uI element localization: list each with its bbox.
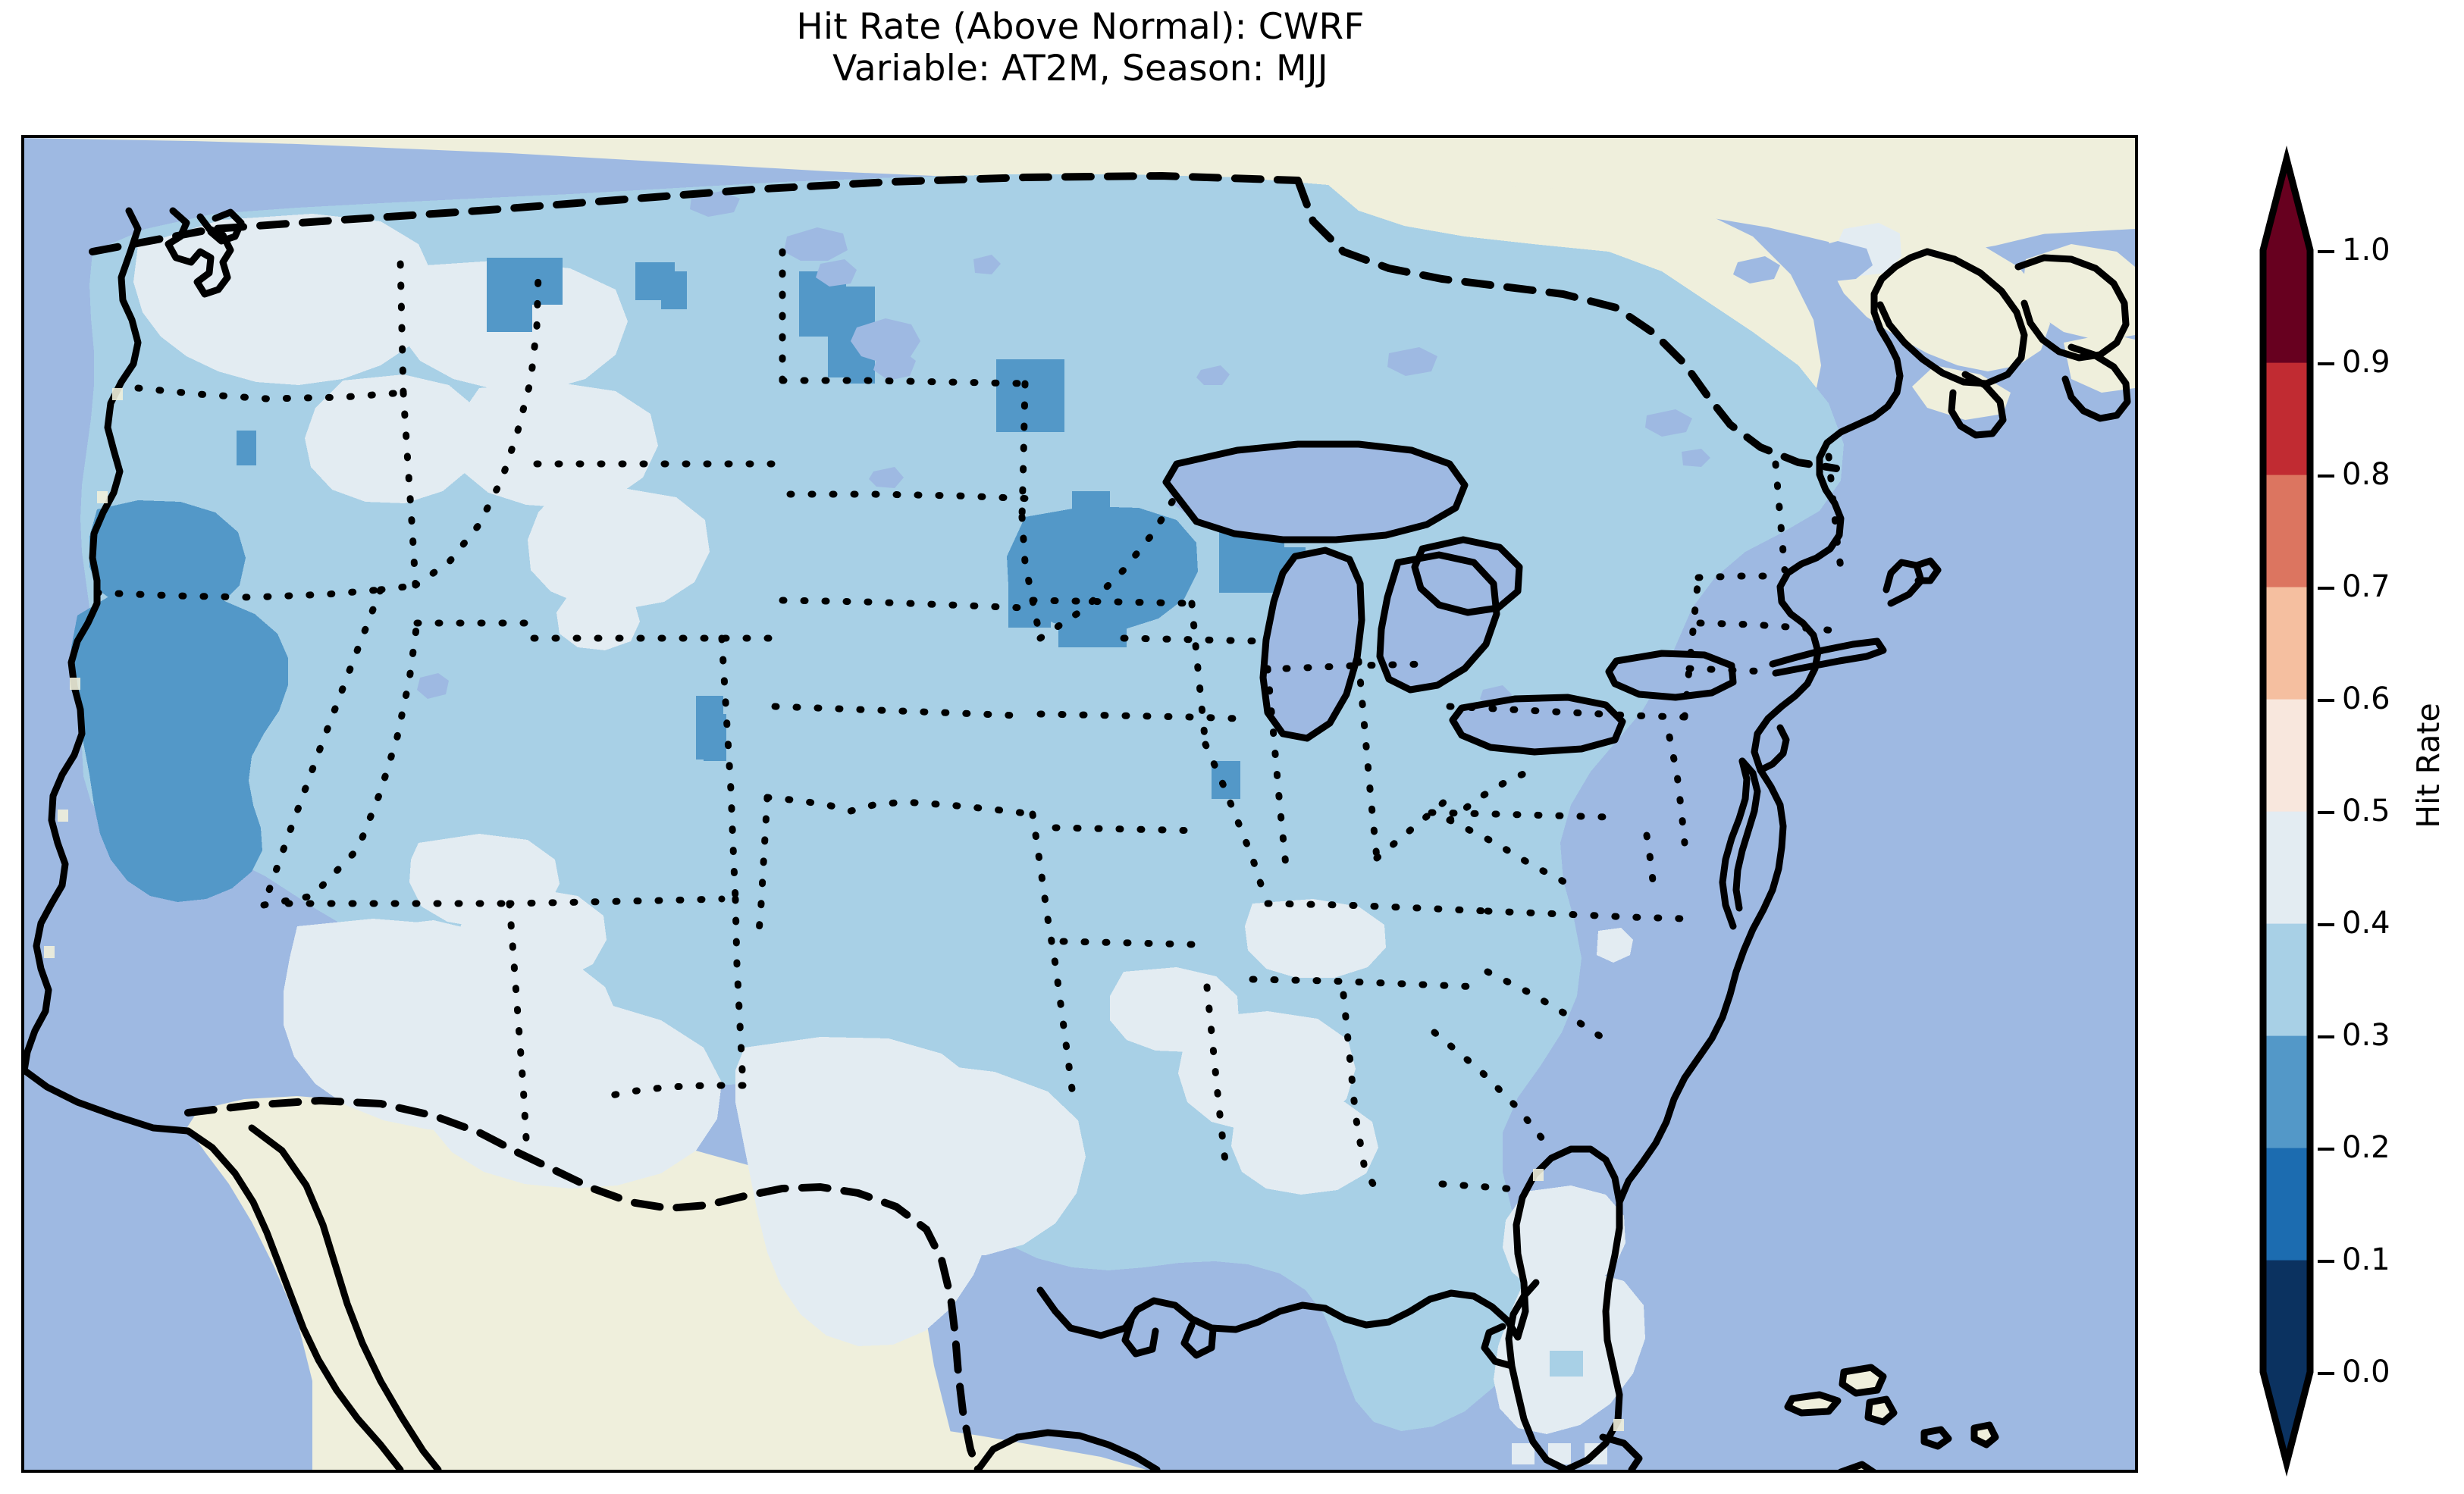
title-line-2: Variable: AT2M, Season: MJJ — [832, 48, 1328, 90]
colorbar-tick-label: 0.6 — [2342, 681, 2390, 716]
colorbar-tick-mark — [2318, 1260, 2334, 1263]
colorbar-band — [2263, 811, 2310, 924]
coastline-layer — [24, 207, 2131, 1470]
colorbar-tick-mark — [2318, 1148, 2334, 1151]
colorbar-tick-label: 0.5 — [2342, 794, 2390, 828]
colorbar-band — [2263, 699, 2310, 812]
colorbar-tick-mark — [2318, 250, 2334, 253]
colorbar-band — [2263, 362, 2310, 475]
conus-hit-rate-map — [24, 138, 2135, 1470]
colorbar-band — [2263, 587, 2310, 700]
title-line-1: Hit Rate (Above Normal): CWRF — [796, 6, 1365, 48]
grid-coast-artifacts — [44, 388, 1624, 1431]
colorbar-tick-mark — [2318, 1372, 2334, 1375]
colorbar-tick-label: 0.2 — [2342, 1130, 2390, 1165]
great-lakes-layer — [211, 191, 1873, 917]
colorbar-band — [2263, 250, 2310, 363]
colorbar-tick-label: 0.4 — [2342, 906, 2390, 941]
colorbar-tick-label: 0.9 — [2342, 345, 2390, 380]
colorbar-tick-label: 0.0 — [2342, 1355, 2390, 1389]
colorbar-band — [2263, 923, 2310, 1036]
colorbar-tick-mark — [2318, 923, 2334, 926]
colorbar-band — [2263, 475, 2310, 587]
colorbar-outline — [2259, 146, 2314, 1477]
colorbar-tick-mark — [2318, 475, 2334, 478]
colorbar-under-arrow — [2263, 1372, 2310, 1463]
colorbar-band — [2263, 1148, 2310, 1261]
colorbar-band — [2263, 1035, 2310, 1148]
colorbar-tick-mark — [2318, 362, 2334, 365]
colorbar-over-arrow — [2263, 159, 2310, 250]
map-clip — [24, 138, 2135, 1470]
colorbar-tick-label: 0.3 — [2342, 1018, 2390, 1053]
colorbar-tick-label: 0.8 — [2342, 457, 2390, 492]
map-axes[interactable] — [21, 135, 2138, 1473]
colorbar-label-text: Hit Rate — [2410, 703, 2447, 828]
colorbar-tick-mark — [2318, 699, 2334, 702]
colorbar-band — [2263, 1260, 2310, 1373]
colorbar-axis-label: Hit Rate — [2402, 0, 2455, 1494]
colorbar[interactable]: 0.0 0.1 0.2 0.3 0.4 0.5 0.6 0.7 0.8 0.9 1.0 — [2259, 146, 2390, 1477]
colorbar-tick-label: 0.1 — [2342, 1242, 2390, 1277]
colorbar-tick-mark — [2318, 811, 2334, 814]
colorbar-ticks: 0.0 0.1 0.2 0.3 0.4 0.5 0.6 0.7 0.8 0.9 1.0 — [2318, 233, 2464, 1389]
colorbar-tick-label: 1.0 — [2342, 233, 2390, 268]
colorbar-tick-mark — [2318, 587, 2334, 590]
colorbar-tick-label: 0.7 — [2342, 569, 2390, 604]
colorbar-tick-mark — [2318, 1035, 2334, 1038]
state-borders-layer — [89, 171, 1846, 1470]
figure-title: Hit Rate (Above Normal): CWRF Variable: … — [0, 6, 2161, 90]
colorbar-gradient — [2259, 146, 2314, 1477]
